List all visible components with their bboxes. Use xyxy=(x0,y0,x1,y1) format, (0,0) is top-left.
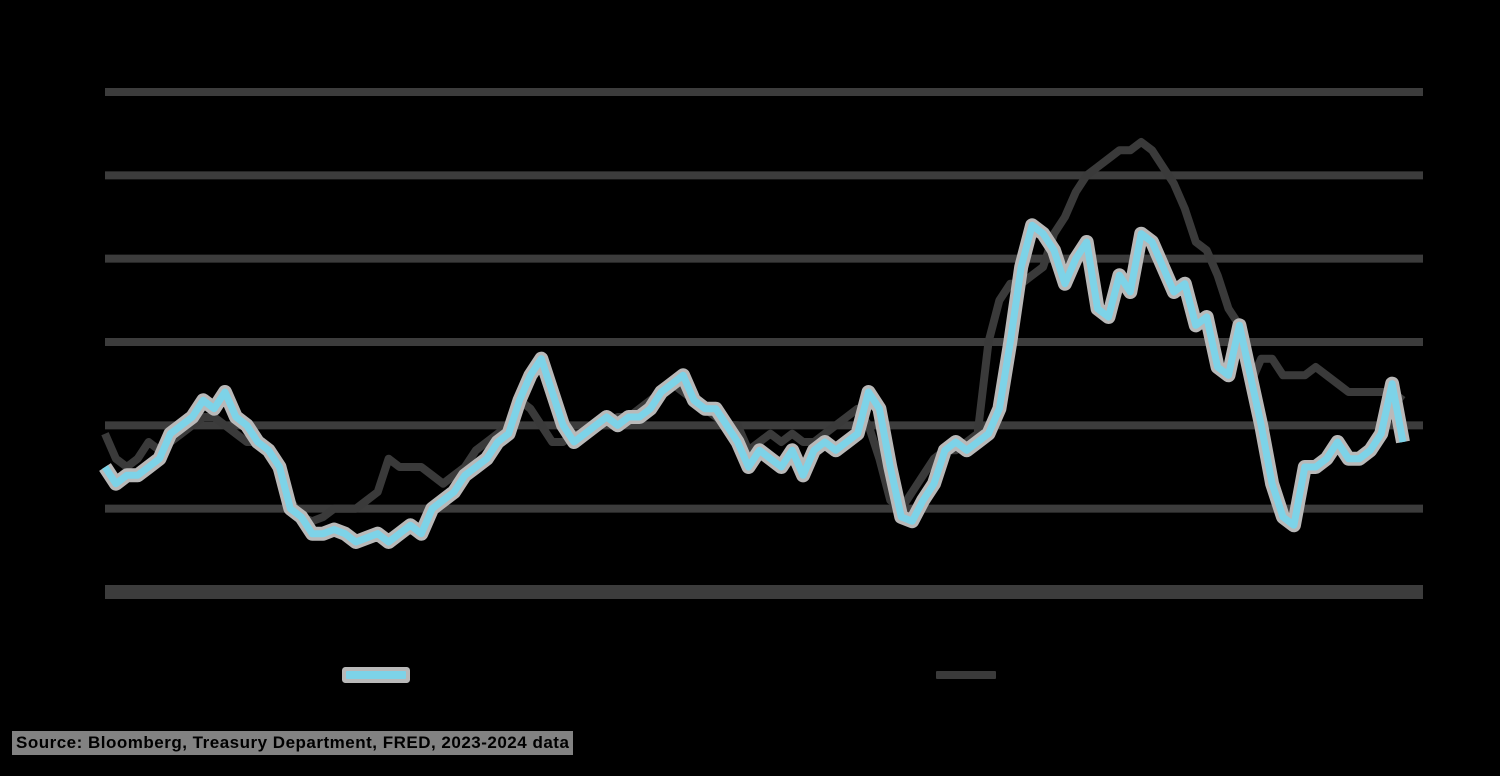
series-halo xyxy=(99,218,1410,549)
legend-swatch-dark-gray xyxy=(936,671,996,679)
gridlines xyxy=(105,88,1423,599)
series-line-light-blue xyxy=(102,221,1407,546)
legend-item-light-series xyxy=(346,660,418,690)
legend xyxy=(0,660,1500,690)
series-layer xyxy=(99,138,1410,549)
legend-item-dark-series xyxy=(936,660,1008,690)
legend-swatch-light-blue xyxy=(346,671,406,679)
source-text: Source: Bloomberg, Treasury Department, … xyxy=(12,731,574,755)
source-note: Source: Bloomberg, Treasury Department, … xyxy=(12,728,574,758)
